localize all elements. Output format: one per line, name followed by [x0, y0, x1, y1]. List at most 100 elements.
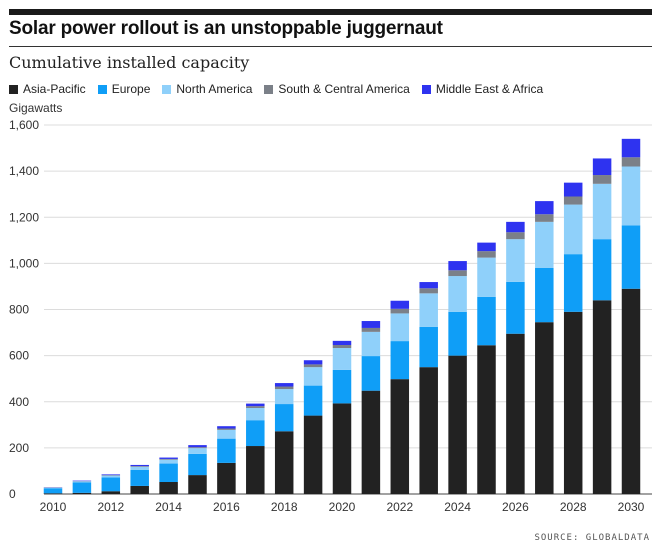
bar-middle-east-africa-2026	[506, 221, 525, 233]
legend-label-south-central-america: South & Central America	[278, 82, 410, 96]
x-tick-label: 2010	[40, 500, 67, 514]
bar-south-central-america-2018	[274, 386, 294, 390]
legend-item-europe: Europe	[97, 82, 151, 96]
bar-europe-2026	[506, 281, 525, 334]
bar-asia-pacific-2011	[72, 492, 92, 494]
legend-item-middle-east-africa: Middle East & Africa	[421, 82, 544, 96]
bar-middle-east-africa-2024	[448, 261, 467, 271]
bar-north-america-2022	[390, 313, 410, 342]
bar-asia-pacific-2015	[188, 475, 207, 494]
y-tick-label: 200	[9, 441, 29, 455]
bar-europe-2024	[448, 311, 467, 356]
bar-south-central-america-2026	[506, 232, 525, 240]
bar-north-america-2027	[535, 221, 554, 268]
bar-europe-2012	[101, 477, 121, 492]
x-tick-label: 2028	[560, 500, 587, 514]
bar-south-central-america-2024	[448, 270, 467, 277]
x-tick-label: 2030	[618, 500, 645, 514]
x-tick-label: 2024	[444, 500, 471, 514]
bar-south-central-america-2014	[159, 458, 178, 460]
source-note: SOURCE: GLOBALDATA	[534, 533, 650, 543]
bar-europe-2010	[43, 488, 63, 494]
bar-south-central-america-2022	[390, 308, 410, 314]
y-axis-label: Gigawatts	[9, 101, 63, 115]
bar-south-central-america-2013	[130, 466, 149, 467]
bar-south-central-america-2019	[303, 364, 323, 368]
x-tick-label: 2014	[155, 500, 182, 514]
bar-europe-2023	[419, 326, 438, 368]
bar-north-america-2011	[72, 481, 92, 483]
bar-europe-2029	[592, 239, 612, 301]
bar-north-america-2018	[274, 389, 294, 405]
bar-asia-pacific-2019	[303, 415, 323, 494]
bar-asia-pacific-2023	[419, 367, 438, 494]
legend-swatch-north-america	[162, 84, 172, 94]
legend-label-europe: Europe	[111, 82, 151, 96]
header-bar	[9, 9, 652, 15]
bar-north-america-2029	[592, 183, 612, 240]
bar-north-america-2016	[217, 429, 236, 439]
x-tick-label: 2026	[502, 500, 529, 514]
bar-north-america-2013	[130, 466, 149, 470]
legend-swatch-south-central-america	[264, 84, 274, 94]
bar-south-central-america-2025	[477, 251, 496, 258]
bar-south-central-america-2023	[419, 288, 438, 294]
bar-north-america-2030	[621, 166, 641, 226]
bar-south-central-america-2016	[217, 428, 236, 430]
bar-asia-pacific-2012	[101, 491, 121, 494]
y-tick-label: 400	[9, 395, 29, 409]
bar-asia-pacific-2029	[592, 300, 612, 494]
bar-middle-east-africa-2014	[159, 457, 178, 459]
legend-swatch-asia-pacific	[9, 84, 18, 94]
bar-europe-2019	[303, 385, 323, 416]
bar-europe-2028	[563, 254, 583, 312]
x-tick-label: 2012	[97, 500, 124, 514]
x-tick-label: 2018	[271, 500, 298, 514]
chart-subtitle: Cumulative installed capacity	[9, 53, 250, 72]
bar-asia-pacific-2027	[535, 322, 554, 494]
legend: Asia-Pacific Europe North America South …	[9, 82, 555, 96]
y-tick-label: 1,000	[9, 256, 39, 270]
bar-europe-2015	[188, 453, 207, 476]
bar-north-america-2023	[419, 293, 438, 327]
bar-asia-pacific-2010	[43, 493, 63, 494]
legend-swatch-middle-east-africa	[421, 84, 431, 94]
x-tick-label: 2016	[213, 500, 240, 514]
bar-middle-east-africa-2023	[419, 282, 438, 289]
bar-asia-pacific-2013	[130, 485, 149, 494]
x-tick-label: 2022	[386, 500, 413, 514]
legend-item-asia-pacific: Asia-Pacific	[9, 82, 86, 96]
legend-item-north-america: North America	[162, 82, 252, 96]
bar-middle-east-africa-2012	[101, 474, 121, 476]
legend-item-south-central-america: South & Central America	[264, 82, 410, 96]
bar-middle-east-africa-2016	[217, 426, 236, 429]
bar-middle-east-africa-2020	[332, 340, 352, 346]
bar-europe-2025	[477, 296, 496, 346]
bar-south-central-america-2028	[563, 196, 583, 205]
bar-north-america-2020	[332, 348, 352, 370]
bar-europe-2018	[274, 404, 294, 432]
title-rule	[9, 46, 652, 47]
bar-north-america-2014	[159, 459, 178, 464]
bar-europe-2020	[332, 369, 352, 404]
bar-middle-east-africa-2021	[361, 321, 381, 328]
bar-middle-east-africa-2013	[130, 464, 149, 467]
y-tick-label: 800	[9, 303, 29, 317]
bar-middle-east-africa-2017	[246, 403, 265, 407]
bar-asia-pacific-2018	[274, 431, 294, 494]
y-tick-label: 1,400	[9, 164, 39, 178]
bar-asia-pacific-2030	[621, 288, 641, 494]
bar-asia-pacific-2016	[217, 462, 236, 494]
y-tick-label: 600	[9, 349, 29, 363]
legend-swatch-europe	[97, 84, 107, 94]
bar-north-america-2012	[101, 475, 121, 478]
bar-middle-east-africa-2029	[592, 158, 612, 176]
bar-south-central-america-2029	[592, 175, 612, 184]
bar-asia-pacific-2020	[332, 403, 352, 494]
bar-europe-2030	[621, 225, 641, 289]
bar-middle-east-africa-2022	[390, 300, 410, 309]
legend-label-middle-east-africa: Middle East & Africa	[435, 82, 544, 96]
bar-north-america-2019	[303, 367, 323, 386]
bar-middle-east-africa-2015	[188, 445, 207, 448]
bar-south-central-america-2017	[246, 406, 265, 408]
